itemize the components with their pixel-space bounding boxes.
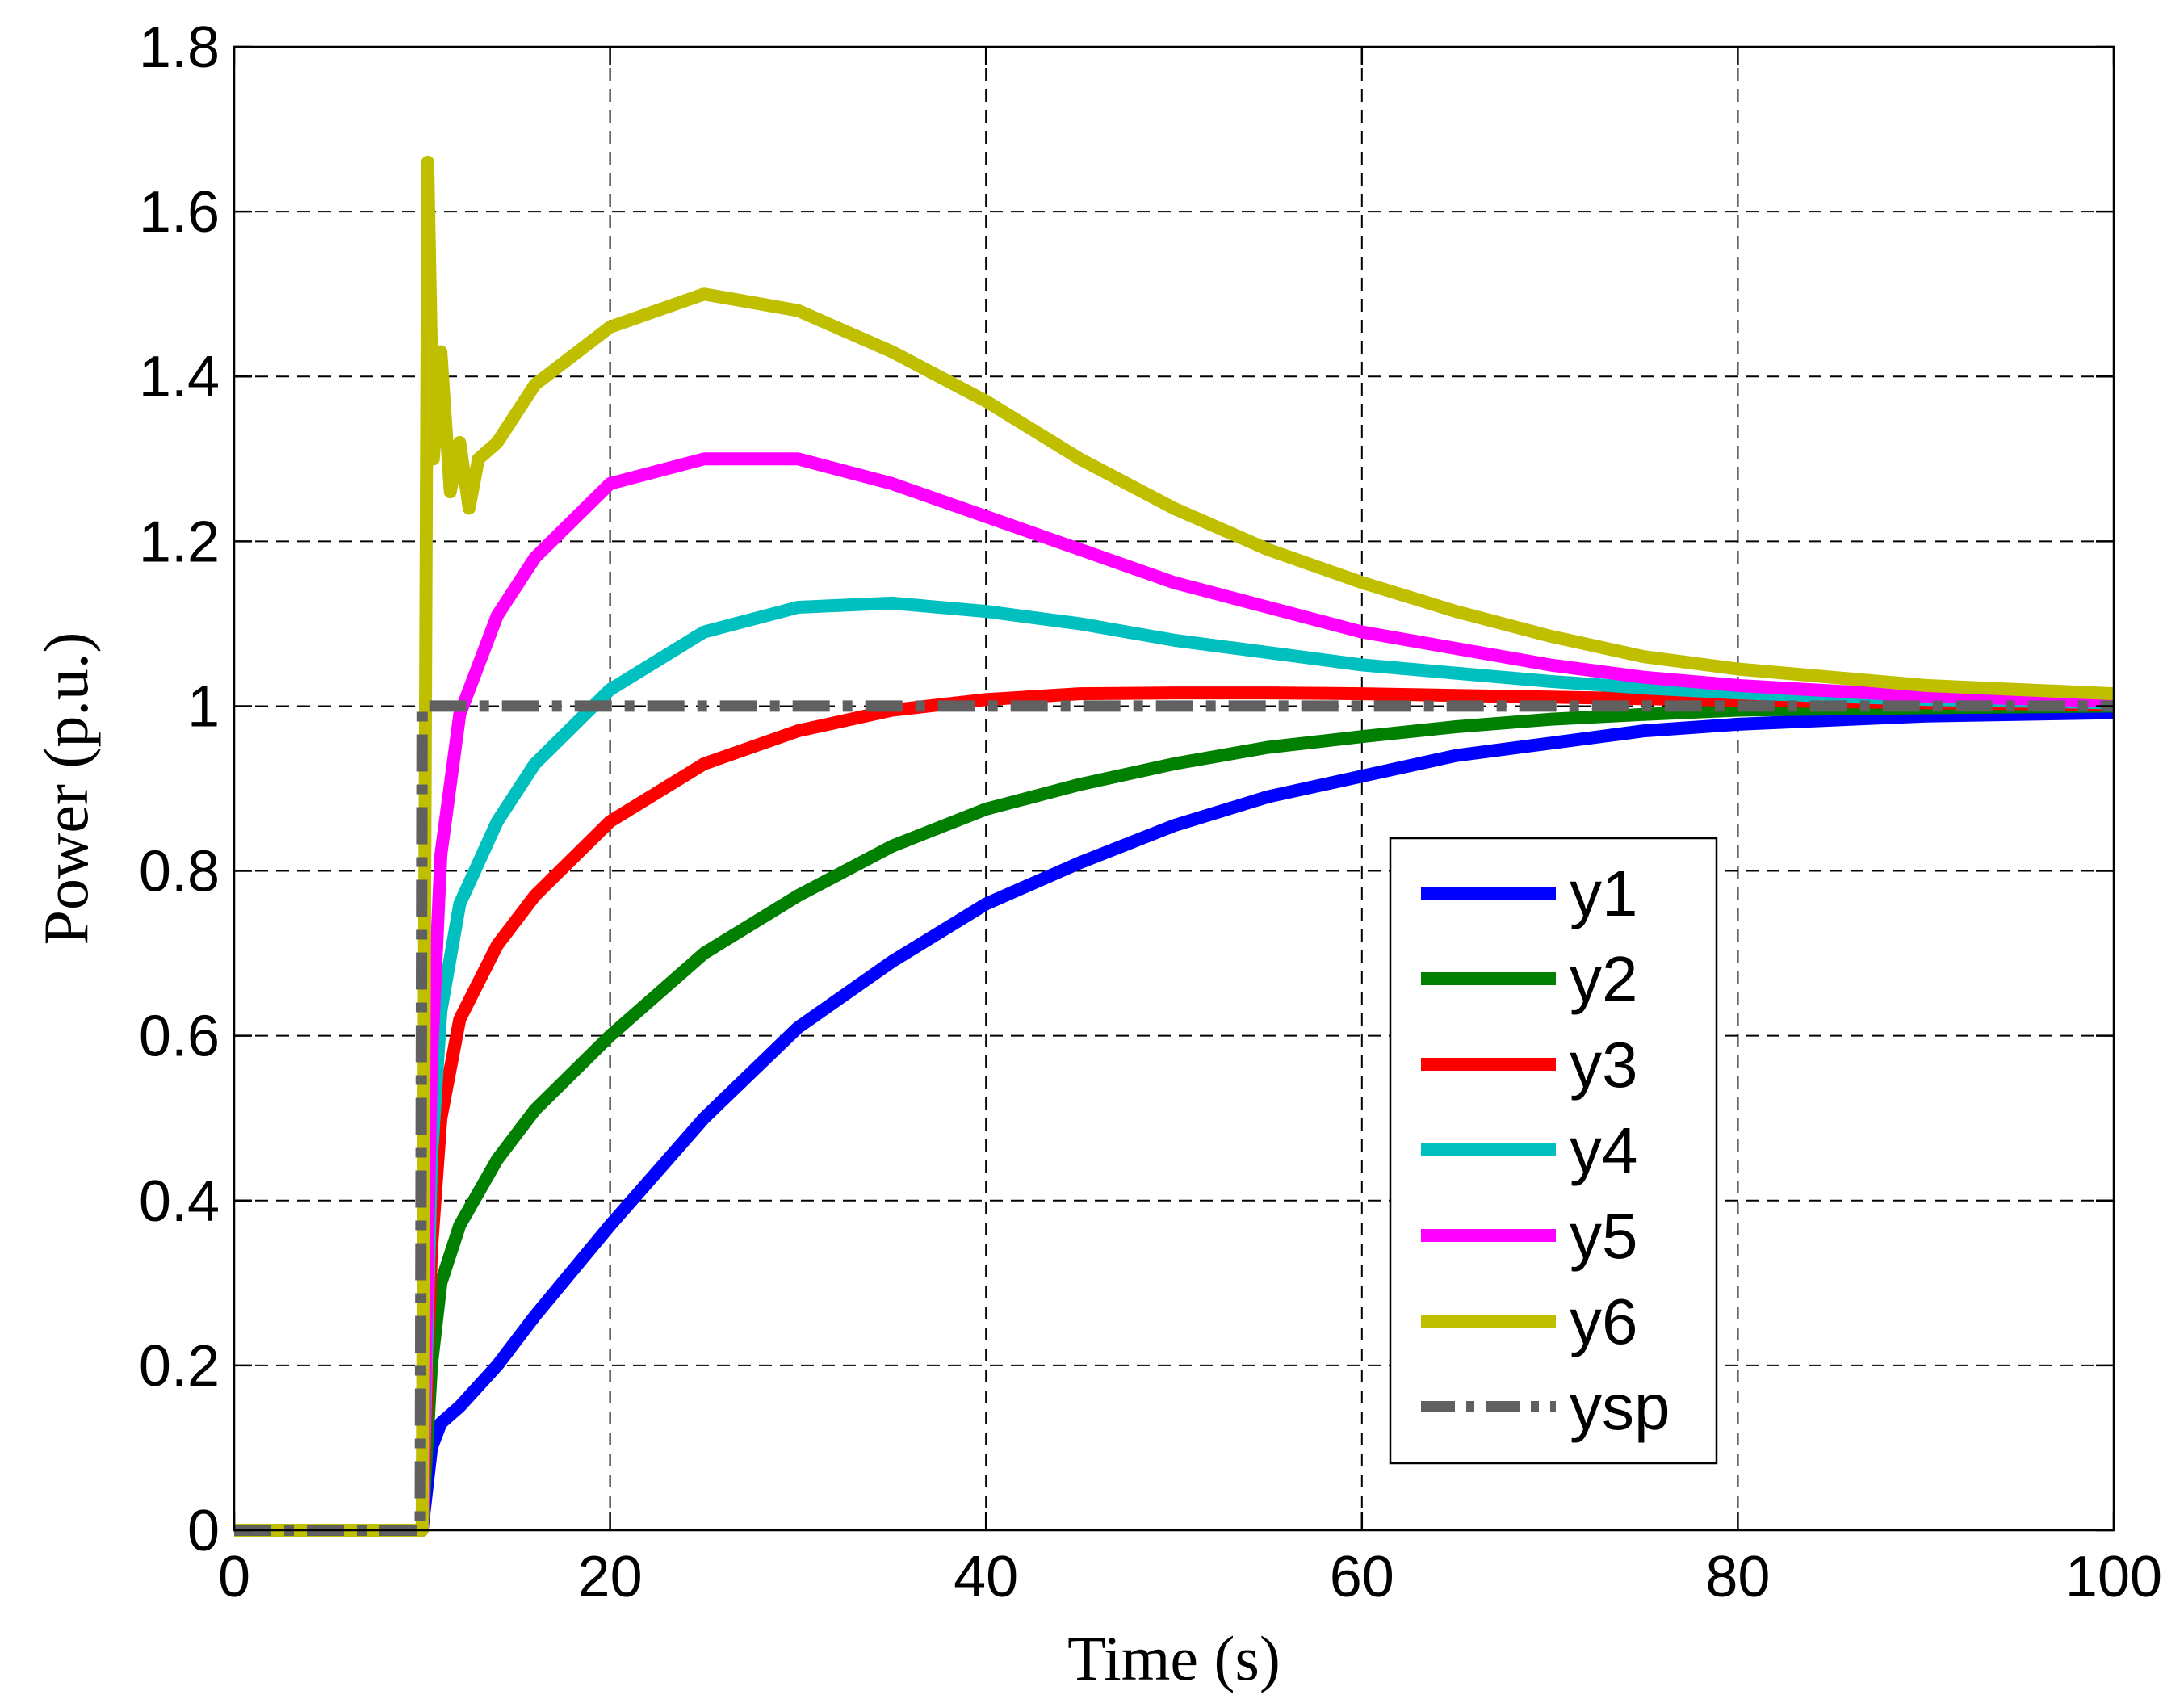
x-axis-label: Time (s) xyxy=(1067,1623,1281,1693)
y-tick-label: 1.2 xyxy=(139,510,220,574)
series-line-y4 xyxy=(234,596,2115,1537)
grid xyxy=(234,47,2114,1530)
y-tick-label: 0.2 xyxy=(139,1334,220,1399)
series-line-y1 xyxy=(234,706,2115,1537)
legend-label-ysp: ysp xyxy=(1570,1371,1670,1443)
x-tick-label: 20 xyxy=(578,1545,643,1609)
y-tick-label: 0.4 xyxy=(139,1169,220,1234)
x-tick-label: 60 xyxy=(1330,1545,1394,1609)
y-axis-label: Power (p.u.) xyxy=(31,632,101,946)
series-line-y2 xyxy=(234,699,2115,1537)
legend-label-y1: y1 xyxy=(1570,858,1638,929)
x-tick-label: 0 xyxy=(218,1545,250,1609)
legend-label-y6: y6 xyxy=(1570,1286,1638,1357)
legend-label-y4: y4 xyxy=(1570,1114,1638,1186)
legend-label-y5: y5 xyxy=(1570,1200,1638,1272)
x-tick-label: 40 xyxy=(954,1545,1018,1609)
x-tick-label: 80 xyxy=(1705,1545,1770,1609)
y-tick-label: 0.6 xyxy=(139,1005,220,1069)
y-tick-label: 1.8 xyxy=(139,15,220,80)
y-tick-label: 1 xyxy=(187,674,220,739)
series-line-y5 xyxy=(234,452,2115,1537)
legend-label-y2: y2 xyxy=(1570,943,1638,1015)
y-tick-label: 1.4 xyxy=(139,345,220,409)
series-line-y6 xyxy=(234,155,2115,1537)
y-tick-label: 0.8 xyxy=(139,840,220,904)
ticks: 0 20 40 60 80 100 0 0.2 0.4 0.6 0.8 1 1.2 1.4 1.6 1.8 xyxy=(139,15,2162,1609)
y-tick-label: 1.6 xyxy=(139,180,220,245)
legend-label-y3: y3 xyxy=(1570,1029,1638,1101)
plot-frame xyxy=(233,45,2115,1532)
legend: y1 y2 y3 y4 y5 y6 ysp xyxy=(1389,837,1718,1465)
y-tick-label: 0 xyxy=(187,1499,220,1563)
x-tick-label: 100 xyxy=(2065,1545,2162,1609)
